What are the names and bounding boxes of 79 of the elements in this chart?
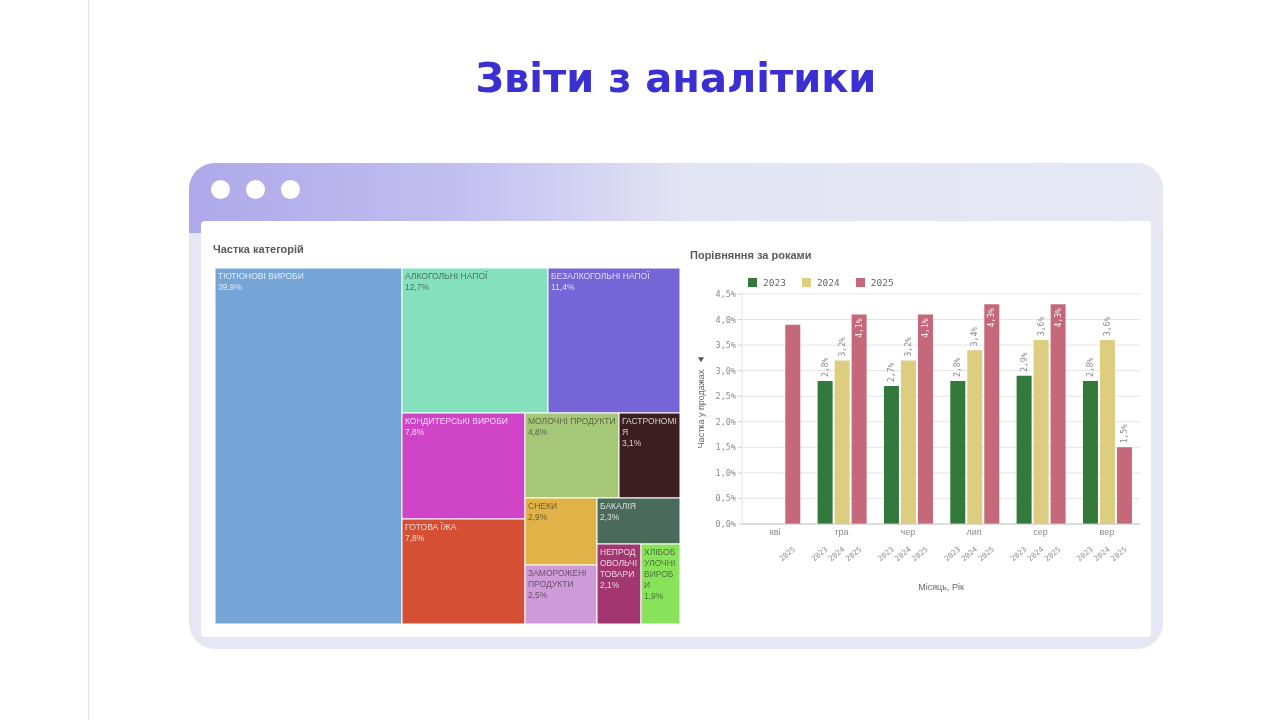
data-label: 2,5% xyxy=(528,590,548,601)
bar xyxy=(967,350,983,524)
bar xyxy=(1082,380,1098,524)
category-label: ГАСТРОНОМІЯ xyxy=(622,416,677,438)
y-tick-label: 1,5% xyxy=(715,442,736,453)
bar xyxy=(883,386,899,524)
y-tick-label: 1,0% xyxy=(715,467,736,478)
category-label: БАКАЛІЯ xyxy=(600,501,636,511)
x-tick-label: чер xyxy=(900,527,916,538)
x-tick-label: лип xyxy=(966,527,982,538)
legend-label: 2023 xyxy=(763,277,786,288)
category-label: ЗАМОРОЖЕНІ ПРОДУКТИ xyxy=(528,568,587,590)
category-label: ХЛІБОБУЛОЧНІ ВИРОБИ xyxy=(644,547,676,591)
data-label: 12,7% xyxy=(405,282,430,293)
bar xyxy=(1116,447,1132,524)
data-label: 4,1% xyxy=(920,318,930,338)
data-label: 2,7% xyxy=(886,362,896,382)
y-axis-title: Частка у продажах xyxy=(696,369,706,449)
bar xyxy=(984,304,1000,524)
bar xyxy=(834,360,850,524)
y-tick-label: 0,0% xyxy=(715,519,736,530)
data-label: 3,4% xyxy=(970,326,980,347)
data-label: 4,3% xyxy=(1053,308,1063,328)
data-label: 4,1% xyxy=(854,318,864,338)
y-tick-label: 2,5% xyxy=(715,391,736,402)
category-label: БЕЗАЛКОГОЛЬНІ НАПОЇ xyxy=(551,271,650,281)
data-label: 4,8% xyxy=(528,427,548,438)
data-label: 2,8% xyxy=(953,357,963,377)
chart-title: Порівняння за роками xyxy=(690,249,812,261)
bar xyxy=(917,314,933,524)
data-label: 3,2% xyxy=(903,337,913,357)
data-label: 2,9% xyxy=(528,512,548,523)
data-label: 2,3% xyxy=(600,512,620,523)
x-tick-label: кві xyxy=(769,527,781,538)
x-tick-label: тра xyxy=(834,527,849,538)
bar xyxy=(1033,340,1049,524)
data-label: 2,8% xyxy=(1085,357,1095,377)
data-label: 2,1% xyxy=(600,580,620,591)
data-label: 2,8% xyxy=(820,357,830,377)
data-label: 3,6% xyxy=(1102,316,1112,336)
text: Частка категорій xyxy=(213,243,304,255)
data-label: 3,1% xyxy=(622,438,642,449)
category-label: АЛКОГОЛЬНІ НАПОЇ xyxy=(405,271,488,281)
bar xyxy=(785,324,801,524)
category-label: ТЮТЮНОВІ ВИРОБИ xyxy=(218,271,304,281)
data-label: 2,9% xyxy=(1019,352,1029,372)
data-label: 7,8% xyxy=(405,533,425,544)
data-label: 7,8% xyxy=(405,427,425,438)
data-label: 1,5% xyxy=(1119,423,1129,444)
legend-label: 2024 xyxy=(816,277,840,288)
data-label: 1,9% xyxy=(644,591,664,602)
y-tick-label: 2,0% xyxy=(715,416,736,427)
y-tick-label: 3,5% xyxy=(715,340,736,351)
bar xyxy=(851,314,867,524)
y-tick-label: 3,0% xyxy=(715,365,736,376)
y-tick-label: 0,5% xyxy=(715,493,736,504)
bar xyxy=(900,360,916,524)
y-tick-label: 4,0% xyxy=(715,314,736,325)
x-axis-title: Місяць, Рік xyxy=(918,582,964,592)
bar xyxy=(1016,375,1032,524)
x-tick-label: сер xyxy=(1033,527,1048,538)
x-tick-label: вер xyxy=(1099,527,1115,538)
bar xyxy=(1099,340,1115,524)
legend-label: 2025 xyxy=(870,277,894,288)
category-label: МОЛОЧНІ ПРОДУКТИ xyxy=(528,416,616,426)
category-label: ГОТОВА ЇЖА xyxy=(405,522,457,532)
data-label: 39,9% xyxy=(218,282,243,293)
data-label: 3,2% xyxy=(837,337,847,357)
y-tick-label: 4,5% xyxy=(715,289,736,300)
text: Звіти з аналітики xyxy=(475,55,877,101)
bar xyxy=(1050,304,1066,524)
bar xyxy=(950,380,966,524)
category-label: НЕПРОДОВОЛЬЧІ ТОВАРИ xyxy=(600,547,638,580)
category-label: СНЕКИ xyxy=(528,501,558,511)
data-label: 11,4% xyxy=(551,282,575,293)
category-label: КОНДИТЕРСЬКІ ВИРОБИ xyxy=(405,416,508,426)
data-label: 3,6% xyxy=(1036,316,1046,336)
bar xyxy=(817,380,833,524)
data-label: 4,3% xyxy=(987,308,997,328)
